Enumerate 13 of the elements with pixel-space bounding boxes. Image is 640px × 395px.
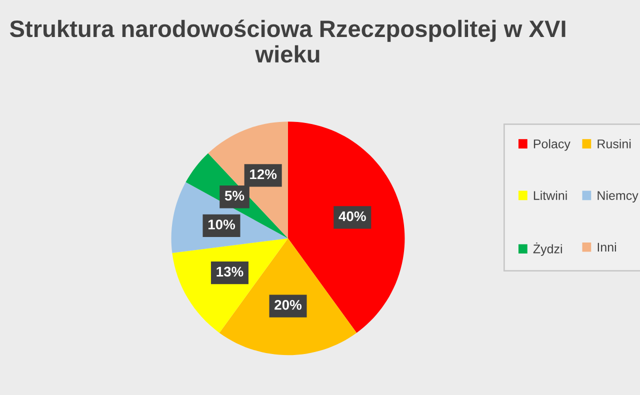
legend-label: Litwini xyxy=(534,190,567,200)
data-label: 10% xyxy=(208,220,236,230)
legend-label: Rusini xyxy=(598,139,631,148)
data-label: 40% xyxy=(338,211,366,222)
legend-label: Żydzi xyxy=(533,242,562,256)
data-label: 12% xyxy=(250,169,277,180)
legend-label: Inni xyxy=(598,242,616,252)
data-label: 5% xyxy=(224,190,244,201)
chart-title: Struktura narodowościowa Rzeczpospolitej w XVI wieku xyxy=(10,20,566,63)
data-label: 13% xyxy=(216,266,244,277)
legend-label: Polacy xyxy=(534,139,570,151)
legend-label: Niemcy xyxy=(598,190,638,202)
data-label: 20% xyxy=(274,300,302,310)
